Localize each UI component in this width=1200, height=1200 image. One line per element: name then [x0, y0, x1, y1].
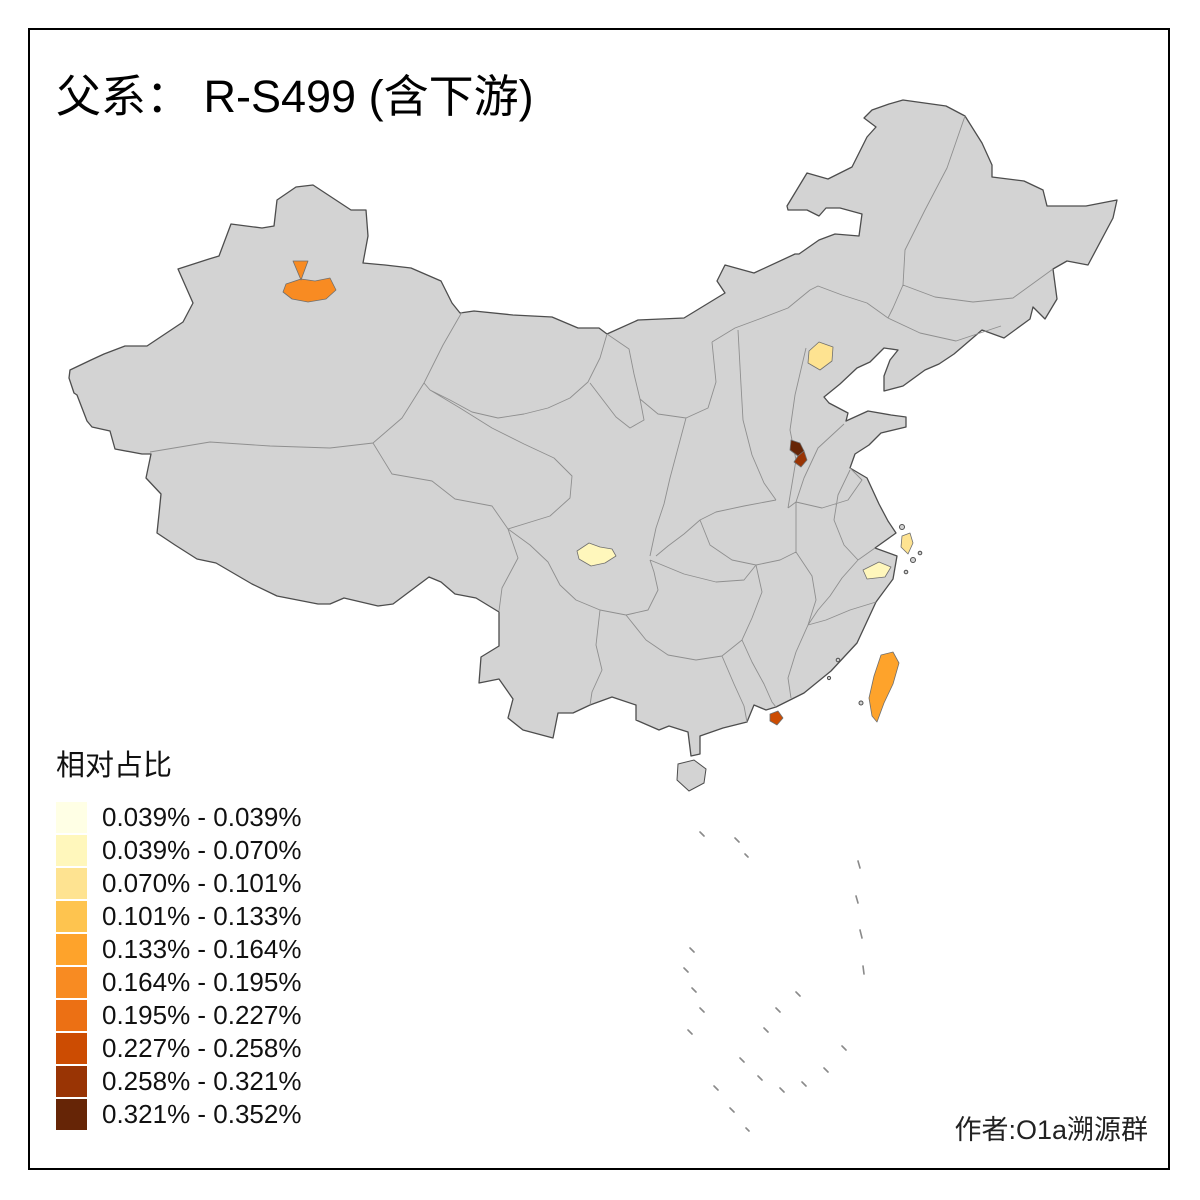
legend-swatch: [56, 1000, 87, 1031]
province-borders: [149, 115, 1054, 723]
coastal-islands: [676, 524, 923, 792]
legend-swatch-color: [56, 934, 87, 965]
legend-swatch: [56, 1066, 87, 1097]
penghu-islet: [858, 700, 864, 706]
region-shanxi-dark-south: [793, 450, 808, 468]
fujian-islet: [835, 657, 841, 663]
legend-swatch-color: [56, 1066, 87, 1097]
legend-label: 0.039% - 0.039%: [102, 802, 302, 832]
legend-row: 0.227% - 0.258%: [56, 1032, 301, 1065]
legend-swatch: [56, 1099, 87, 1130]
legend-label: 0.258% - 0.321%: [102, 1066, 302, 1096]
legend-swatch-color: [56, 835, 87, 866]
legend-label: 0.164% - 0.195%: [102, 967, 302, 997]
legend-row: 0.195% - 0.227%: [56, 999, 301, 1032]
kinmen-islet: [826, 675, 832, 681]
region-shanghai-area: [900, 532, 914, 555]
legend-label: 0.070% - 0.101%: [102, 868, 302, 898]
hainan-island-shape: [676, 759, 707, 792]
region-northwest-xinjiang: [282, 260, 337, 303]
region-taiwan: [868, 651, 900, 723]
region-beijing: [807, 341, 834, 371]
legend-swatch: [56, 967, 87, 998]
legend-swatch: [56, 868, 87, 899]
legend-swatch: [56, 835, 87, 866]
region-pearl-river-delta: [769, 710, 784, 726]
legend-swatch-color: [56, 1099, 87, 1130]
legend-swatch-color: [56, 802, 87, 833]
legend-swatch: [56, 1033, 87, 1064]
author-credit: 作者:O1a溯源群: [954, 1115, 1148, 1145]
page-title: 父系： R-S499 (含下游): [56, 71, 534, 122]
south-china-sea-islets: [683, 831, 865, 1132]
region-north-zhejiang: [862, 561, 892, 580]
legend-swatch-color: [56, 967, 87, 998]
legend-row: 0.258% - 0.321%: [56, 1065, 301, 1098]
legend-swatch-color: [56, 901, 87, 932]
legend-swatch: [56, 802, 87, 833]
legend-swatch-color: [56, 1033, 87, 1064]
legend-row: 0.039% - 0.070%: [56, 834, 301, 867]
legend-label: 0.133% - 0.164%: [102, 934, 302, 964]
legend-swatch: [56, 901, 87, 932]
zhoushan-islet-2: [917, 550, 923, 556]
legend-swatch-color: [56, 868, 87, 899]
legend-row: 0.321% - 0.352%: [56, 1098, 301, 1131]
legend: 相对占比 0.039% - 0.039% 0.039% - 0.070% 0.0…: [56, 742, 301, 1131]
china-mainland-shape: [68, 99, 1118, 757]
legend-label: 0.195% - 0.227%: [102, 1000, 302, 1030]
region-sichuan-chengdu: [576, 542, 617, 567]
highlighted-regions: [282, 260, 914, 726]
legend-label: 0.227% - 0.258%: [102, 1033, 302, 1063]
legend-label: 0.321% - 0.352%: [102, 1099, 302, 1129]
legend-label: 0.101% - 0.133%: [102, 901, 302, 931]
legend-title: 相对占比: [56, 750, 173, 782]
legend-row: 0.101% - 0.133%: [56, 900, 301, 933]
zhoushan-islet-3: [903, 569, 909, 575]
zhoushan-islet-1: [910, 557, 916, 563]
legend-row: 0.164% - 0.195%: [56, 966, 301, 999]
legend-label: 0.039% - 0.070%: [102, 835, 302, 865]
legend-swatch-color: [56, 1000, 87, 1031]
legend-row: 0.039% - 0.039%: [56, 801, 301, 834]
legend-row: 0.070% - 0.101%: [56, 867, 301, 900]
chongming-islet: [899, 524, 905, 530]
legend-row: 0.133% - 0.164%: [56, 933, 301, 966]
legend-swatch: [56, 934, 87, 965]
plot-frame: [28, 28, 1170, 1170]
